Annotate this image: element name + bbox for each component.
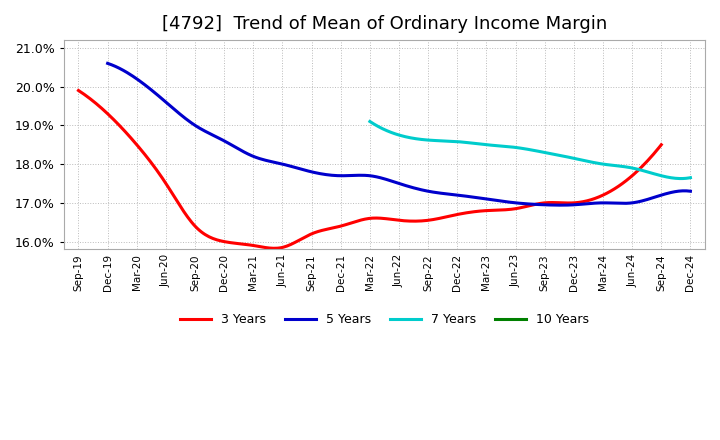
- 7 Years: [562, 154, 570, 159]
- 3 Years: [657, 142, 665, 147]
- 7 Years: [677, 176, 685, 181]
- 7 Years: [555, 153, 564, 158]
- 3 Years: [74, 88, 83, 93]
- 5 Years: [686, 189, 695, 194]
- 3 Years: [421, 218, 430, 223]
- 7 Years: [366, 119, 374, 124]
- Legend: 3 Years, 5 Years, 7 Years, 10 Years: 3 Years, 5 Years, 7 Years, 10 Years: [175, 308, 594, 331]
- Line: 5 Years: 5 Years: [107, 63, 690, 205]
- 3 Years: [433, 216, 441, 221]
- 5 Years: [449, 192, 457, 197]
- Line: 3 Years: 3 Years: [78, 91, 661, 248]
- 7 Years: [686, 175, 695, 180]
- 3 Years: [567, 200, 576, 205]
- 3 Years: [76, 89, 85, 95]
- 7 Years: [557, 153, 565, 158]
- 3 Years: [604, 190, 613, 195]
- 5 Years: [596, 200, 605, 205]
- 5 Years: [556, 202, 564, 208]
- 5 Years: [460, 193, 469, 198]
- 5 Years: [103, 61, 112, 66]
- Title: [4792]  Trend of Mean of Ordinary Income Margin: [4792] Trend of Mean of Ordinary Income …: [162, 15, 607, 33]
- Line: 7 Years: 7 Years: [370, 121, 690, 179]
- 7 Years: [636, 167, 644, 172]
- 5 Years: [450, 192, 459, 198]
- 7 Years: [656, 173, 665, 178]
- 5 Years: [634, 199, 642, 205]
- 3 Years: [423, 218, 432, 223]
- 7 Years: [366, 120, 375, 125]
- 3 Years: [269, 246, 278, 251]
- 5 Years: [105, 62, 114, 67]
